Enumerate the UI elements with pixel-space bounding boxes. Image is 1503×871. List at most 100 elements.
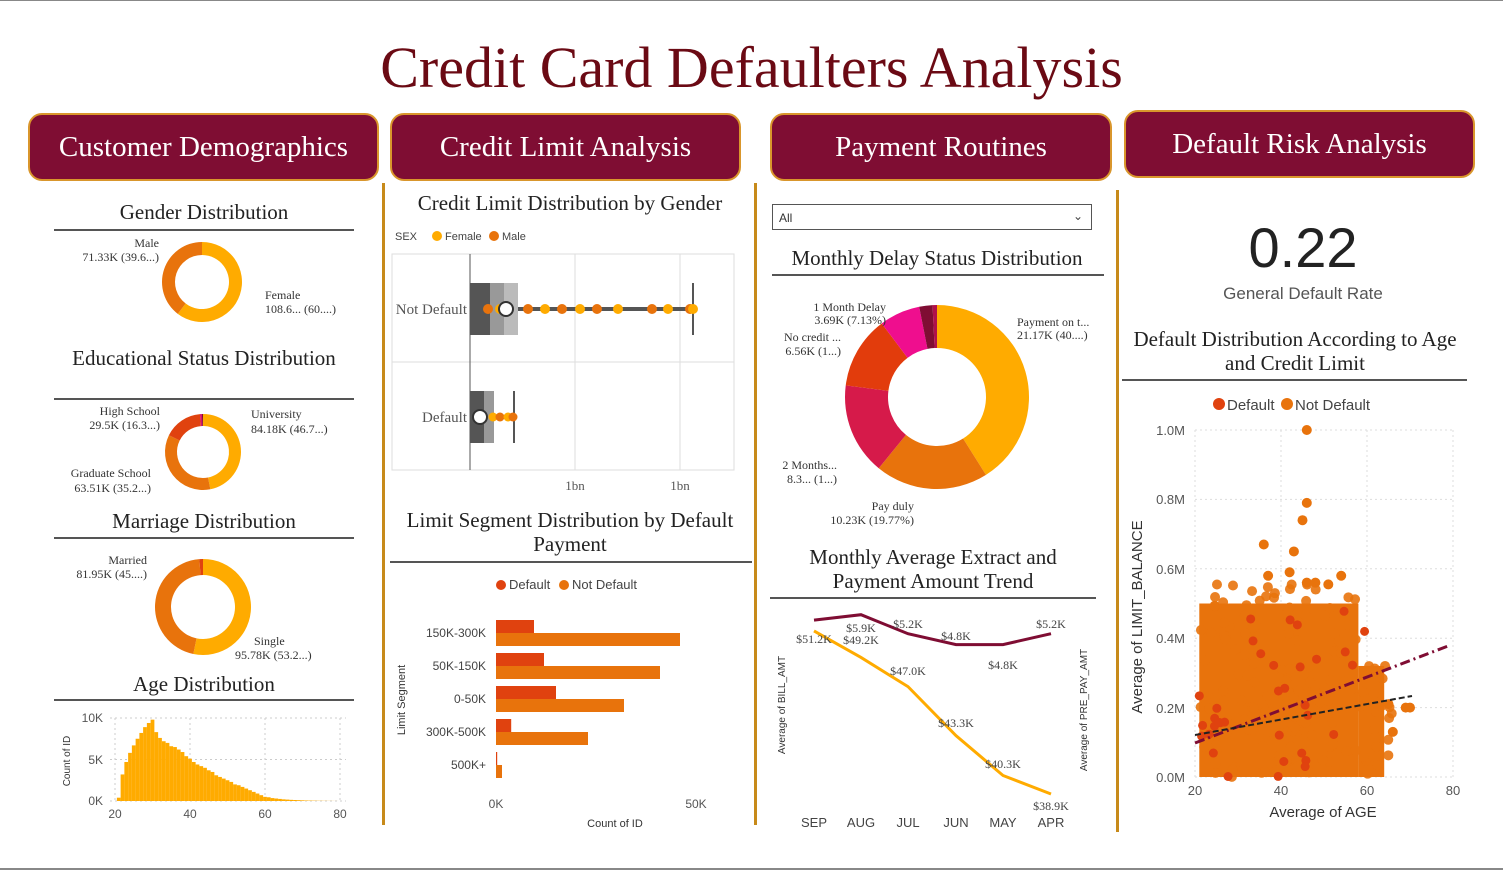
age-bar (131, 745, 136, 801)
age-bar (116, 797, 121, 801)
scatter-point-outlier (1263, 570, 1274, 581)
bar-default (496, 752, 498, 765)
legend-male-label: Male (502, 231, 526, 243)
edu-university-label: University (251, 407, 302, 421)
scatter-point-outlier (1288, 546, 1299, 557)
age-bar (293, 800, 297, 801)
age-bar (206, 770, 211, 801)
scatter-point-default (1269, 660, 1279, 670)
delay-nocredit-value: 6.56K (1...) (785, 344, 841, 358)
not-default-outlier-point (483, 304, 493, 314)
education-slice (199, 414, 203, 427)
mean-marker-default (472, 409, 488, 425)
scatter-point-not-default (1218, 685, 1229, 696)
legend-female-marker (432, 231, 442, 241)
header-credit-limit-analysis[interactable]: Credit Limit Analysis (390, 113, 741, 181)
scatter-point-not-default (1377, 673, 1388, 684)
divider (772, 274, 1104, 276)
scatter-point-not-default (1236, 695, 1247, 706)
box-chart-title: Credit Limit Distribution by Gender (417, 191, 723, 215)
scatter-point-not-default (1350, 745, 1361, 756)
scatter-point-not-default (1254, 595, 1265, 606)
scatter-point-not-default (1383, 734, 1394, 745)
scatter-point-not-default (1199, 741, 1210, 752)
scatter-point-not-default (1242, 670, 1253, 681)
right-axis-label: Average of PRE_PAY_AMT (1079, 649, 1090, 771)
age-ytick: 5K (88, 753, 103, 767)
divider (1122, 379, 1467, 381)
legend-not-default-marker (1281, 398, 1293, 410)
not-default-outlier-point (557, 304, 567, 314)
delay-month-filter[interactable]: All ⌄ (772, 204, 1092, 230)
age-bar (285, 799, 290, 801)
divider (54, 398, 354, 400)
header-customer-demographics[interactable]: Customer Demographics (28, 113, 379, 181)
age-bar (259, 795, 264, 801)
age-bar (124, 761, 129, 801)
pay-label: $4.8K (988, 658, 1018, 672)
scatter-point-not-default (1230, 644, 1241, 655)
scatter-point-not-default (1317, 755, 1328, 766)
scatter-point-default (1208, 748, 1218, 758)
age-bar (139, 732, 144, 801)
delay-donut-chart: 1 Month Delay 3.69K (7.13%) No credit ..… (782, 300, 1089, 527)
age-bar (233, 784, 237, 801)
scatter-point-default (1246, 614, 1256, 624)
scatter-point-not-default (1343, 592, 1354, 603)
bar-default (496, 620, 534, 633)
scatter-point-not-default (1219, 617, 1230, 628)
trend-chart-title: Monthly Average Extract and Payment Amou… (809, 545, 1057, 593)
sc-ytick: 0.0M (1156, 770, 1185, 785)
bill-label: $47.0K (890, 664, 926, 678)
scatter-point-outlier (1323, 579, 1334, 590)
bill-label: $40.3K (985, 757, 1021, 771)
scatter-point-default (1340, 647, 1350, 657)
marriage-slice (193, 559, 252, 655)
not-default-outlier-point (592, 304, 602, 314)
bar-not-default (496, 666, 660, 679)
scatter-point-outlier (1387, 726, 1398, 737)
box-not-default-q1 (470, 283, 490, 335)
scatter-point-default (1339, 606, 1349, 616)
legend-female-label: Female (445, 231, 482, 243)
segment-label: 50K-150K (433, 659, 486, 673)
bar-not-default (496, 699, 624, 712)
scatter-point-default (1312, 654, 1322, 664)
bar-not-default (496, 732, 588, 745)
left-axis-label: Average of BILL_AMT (777, 656, 788, 754)
scatter-point-not-default (1298, 669, 1309, 680)
scatter-point-not-default (1371, 741, 1382, 752)
filter-value: All (779, 211, 793, 225)
sc-ytick: 1.0M (1156, 423, 1185, 438)
risk-scatter-chart: Default Not Default 1.0M 0.8M 0.6M 0.4M … (1129, 397, 1460, 821)
age-bar (128, 752, 132, 801)
bar-default (496, 686, 556, 699)
segment-bar-chart: Default Not Default 150K-300K 50K-150K 0-5… (396, 577, 707, 830)
bar-not-default (496, 765, 502, 778)
gender-slice (177, 242, 242, 322)
header-default-risk-analysis[interactable]: Default Risk Analysis (1124, 110, 1475, 178)
scatter-point-not-default (1204, 703, 1215, 714)
scatter-point-default (1194, 691, 1204, 701)
scatter-point-not-default (1218, 597, 1229, 608)
scatter-point-not-default (1341, 746, 1352, 757)
bar-default (496, 653, 544, 666)
month-tick: AUG (847, 815, 875, 830)
marriage-chart-title: Marriage Distribution (112, 509, 296, 533)
bill-label: $51.2K (796, 632, 832, 646)
gender-male-label: Male (134, 236, 159, 250)
scatter-point-not-default (1314, 697, 1325, 708)
trend-line-not-default (1194, 695, 1413, 736)
scatter-point-not-default (1249, 677, 1260, 688)
month-tick: MAY (989, 815, 1017, 830)
month-tick: JUN (943, 815, 968, 830)
age-bar (180, 752, 185, 801)
month-tick: JUL (896, 815, 919, 830)
segment-label: 500K+ (451, 758, 486, 772)
scatter-point-default (1285, 615, 1295, 625)
header-payment-routines[interactable]: Payment Routines (770, 113, 1112, 181)
scatter-point-not-default (1211, 579, 1222, 590)
chevron-down-icon[interactable]: ⌄ (1072, 209, 1083, 223)
scatter-point-not-default (1285, 741, 1296, 752)
age-bar (161, 741, 166, 801)
